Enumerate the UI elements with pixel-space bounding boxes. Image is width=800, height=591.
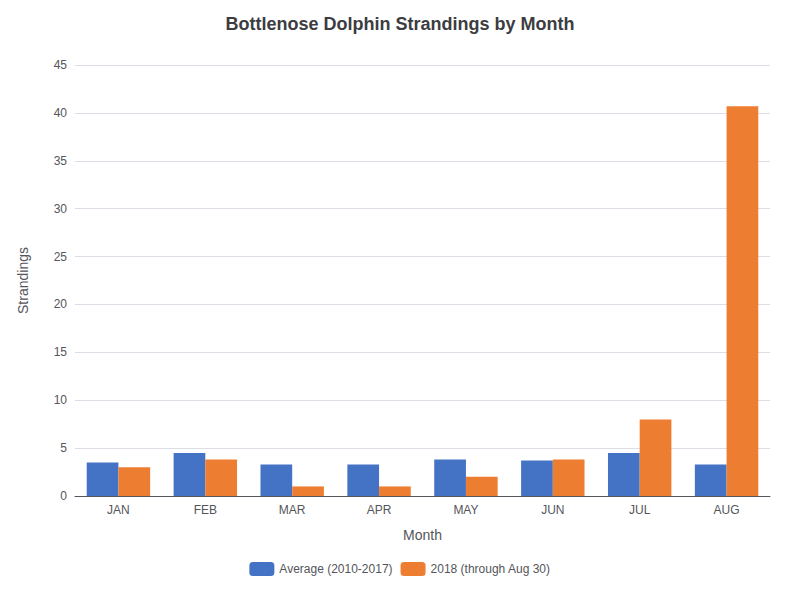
svg-text:25: 25 — [54, 250, 68, 264]
svg-text:Bottlenose Dolphin Strandings: Bottlenose Dolphin Strandings by Month — [226, 14, 575, 34]
svg-text:AUG: AUG — [714, 503, 740, 517]
svg-text:JAN: JAN — [107, 503, 130, 517]
svg-text:Average (2010-2017): Average (2010-2017) — [279, 562, 392, 576]
svg-text:2018 (through Aug 30): 2018 (through Aug 30) — [431, 562, 550, 576]
svg-text:MAY: MAY — [453, 503, 478, 517]
svg-text:15: 15 — [54, 345, 68, 359]
svg-text:MAR: MAR — [279, 503, 306, 517]
svg-text:Strandings: Strandings — [15, 247, 31, 314]
svg-text:35: 35 — [54, 154, 68, 168]
svg-text:10: 10 — [54, 393, 68, 407]
svg-text:30: 30 — [54, 202, 68, 216]
svg-text:APR: APR — [367, 503, 392, 517]
svg-text:40: 40 — [54, 106, 68, 120]
svg-text:0: 0 — [60, 489, 67, 503]
svg-text:45: 45 — [54, 58, 68, 72]
svg-text:Month: Month — [403, 527, 442, 543]
svg-text:JUN: JUN — [541, 503, 564, 517]
svg-text:20: 20 — [54, 297, 68, 311]
svg-text:JUL: JUL — [629, 503, 651, 517]
svg-text:5: 5 — [60, 441, 67, 455]
svg-text:FEB: FEB — [194, 503, 217, 517]
